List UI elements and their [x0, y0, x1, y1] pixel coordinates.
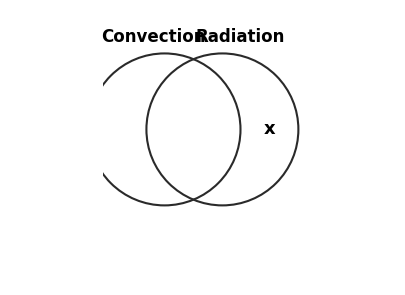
Text: x: x — [264, 120, 275, 138]
Text: Convection: Convection — [101, 28, 206, 46]
Text: Radiation: Radiation — [196, 28, 285, 46]
